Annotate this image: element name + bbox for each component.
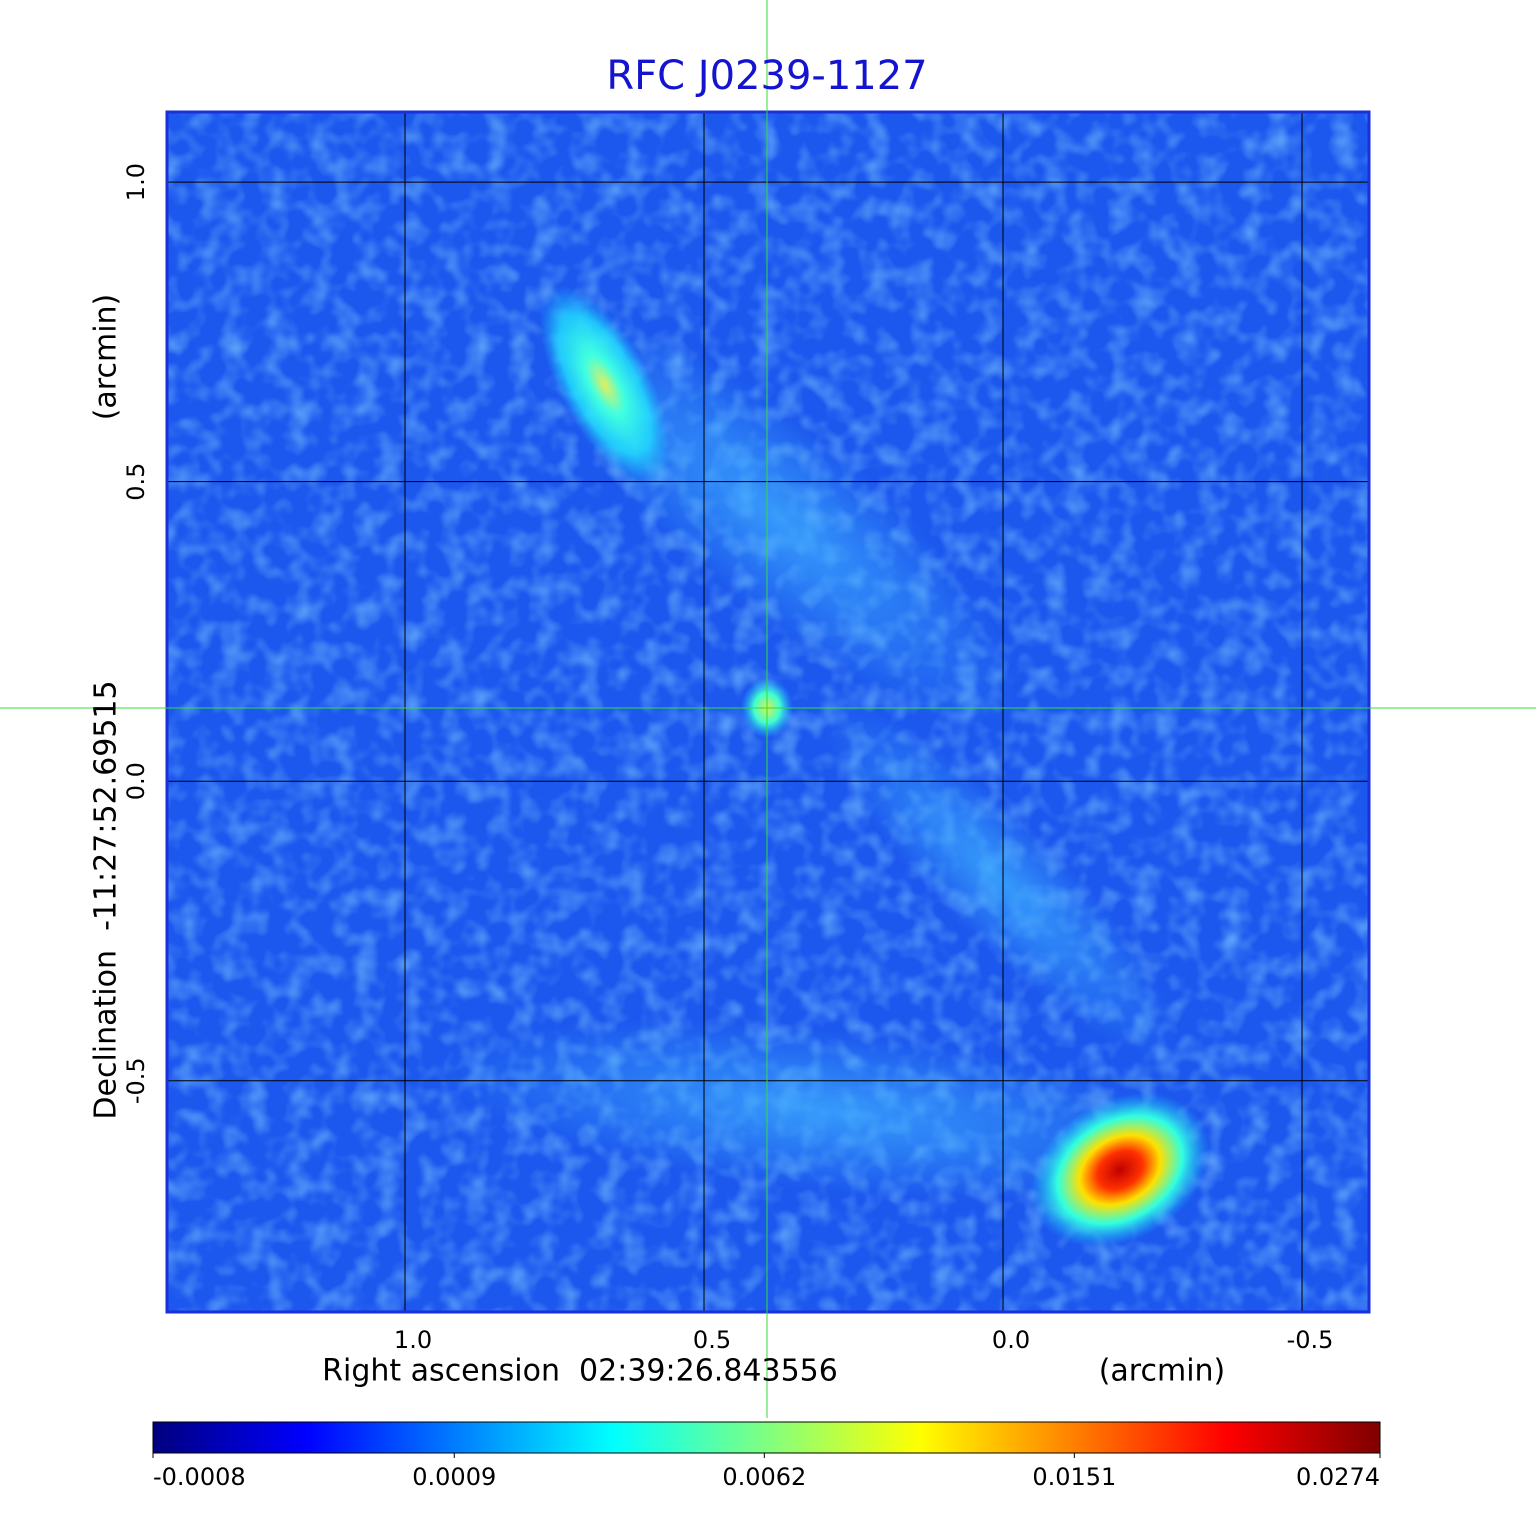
y-tick-label: 0.0 xyxy=(122,762,150,800)
x-tick-label: 1.0 xyxy=(394,1326,432,1354)
chart-title: RFC J0239-1127 xyxy=(606,53,927,99)
grid xyxy=(167,112,1369,1312)
colorbar-gradient xyxy=(152,1421,1381,1454)
colorbar-tick-label: -0.0008 xyxy=(153,1463,246,1491)
sky-image xyxy=(167,112,1369,1312)
colorbar-tick-label: 0.0151 xyxy=(1032,1463,1116,1491)
colorbar-tick-label: 0.0062 xyxy=(722,1463,806,1491)
y-axis-unit: (arcmin) xyxy=(89,294,124,421)
x-tick-label: 0.0 xyxy=(992,1326,1030,1354)
y-axis-label: Declination -11:27:52.69515 xyxy=(89,680,124,1119)
x-tick-label: -0.5 xyxy=(1287,1326,1334,1354)
x-axis-unit: (arcmin) xyxy=(1099,1354,1226,1389)
x-axis-label: Right ascension 02:39:26.843556 xyxy=(322,1354,838,1389)
south-lobe xyxy=(441,1021,1199,1199)
plot-frame xyxy=(165,110,1371,1314)
jet-emission xyxy=(825,705,1175,1055)
y-tick-label: 0.5 xyxy=(122,463,150,501)
south-hotspot xyxy=(1030,1092,1210,1248)
north-hotspot xyxy=(539,285,671,485)
colorbar-tick-label: 0.0274 xyxy=(1296,1463,1380,1491)
colorbar: -0.0008 0.0009 0.0062 0.0151 0.0274 xyxy=(152,1421,1381,1491)
y-tick-label: 1.0 xyxy=(122,163,150,201)
colorbar-tick-label: 0.0009 xyxy=(412,1463,496,1491)
x-tick-label: 0.5 xyxy=(693,1326,731,1354)
y-tick-label: -0.5 xyxy=(122,1057,150,1104)
